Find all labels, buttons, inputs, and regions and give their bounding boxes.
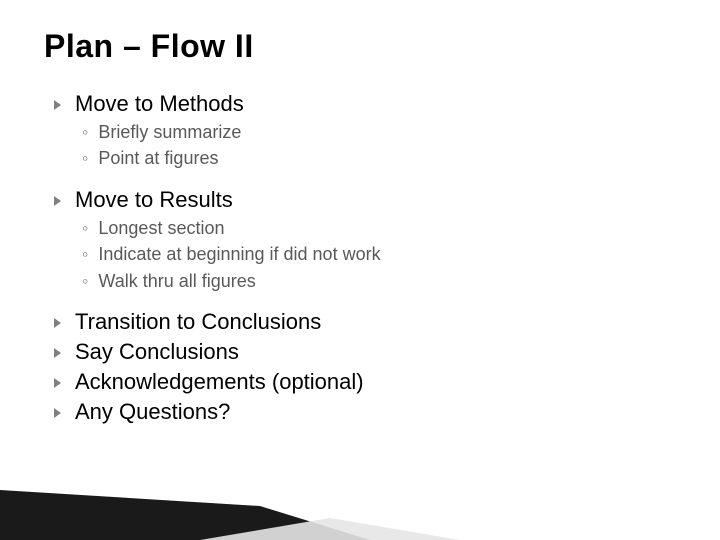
sub-item: ◦ Longest section	[82, 217, 676, 240]
list-item: Acknowledgements (optional)	[54, 369, 676, 395]
list-item: Move to Methods	[54, 91, 676, 117]
list-item: Any Questions?	[54, 399, 676, 425]
sub-list: ◦ Longest section ◦ Indicate at beginning i…	[82, 217, 676, 293]
slide-container: Plan – Flow II Move to Methods ◦ Briefly s…	[0, 0, 720, 425]
triangle-bullet-icon	[54, 100, 61, 110]
circle-bullet-icon: ◦	[82, 121, 88, 144]
sub-item: ◦ Walk thru all figures	[82, 270, 676, 293]
sub-list: ◦ Briefly summarize ◦ Point at figures	[82, 121, 676, 171]
list-item: Transition to Conclusions	[54, 309, 676, 335]
slide-title: Plan – Flow II	[44, 28, 676, 65]
list-item-text: Move to Methods	[75, 91, 244, 117]
sub-item-text: Briefly summarize	[98, 121, 241, 144]
triangle-bullet-icon	[54, 318, 61, 328]
triangle-bullet-icon	[54, 348, 61, 358]
sub-item-text: Indicate at beginning if did not work	[98, 243, 380, 266]
triangle-bullet-icon	[54, 378, 61, 388]
list-item-text: Any Questions?	[75, 399, 230, 425]
triangle-bullet-icon	[54, 408, 61, 418]
circle-bullet-icon: ◦	[82, 270, 88, 293]
sub-item: ◦ Point at figures	[82, 147, 676, 170]
list-item-text: Transition to Conclusions	[75, 309, 321, 335]
decor-shapes	[0, 460, 720, 540]
list-item: Move to Results	[54, 187, 676, 213]
sub-item-text: Walk thru all figures	[98, 270, 255, 293]
list-item-text: Acknowledgements (optional)	[75, 369, 364, 395]
sub-item: ◦ Indicate at beginning if did not work	[82, 243, 676, 266]
list-item-text: Move to Results	[75, 187, 233, 213]
triangle-bullet-icon	[54, 196, 61, 206]
sub-item-text: Longest section	[98, 217, 224, 240]
list-item-text: Say Conclusions	[75, 339, 239, 365]
sub-item-text: Point at figures	[98, 147, 218, 170]
content-list: Move to Methods ◦ Briefly summarize ◦ Point …	[44, 91, 676, 425]
sub-item: ◦ Briefly summarize	[82, 121, 676, 144]
circle-bullet-icon: ◦	[82, 147, 88, 170]
list-item: Say Conclusions	[54, 339, 676, 365]
circle-bullet-icon: ◦	[82, 217, 88, 240]
circle-bullet-icon: ◦	[82, 243, 88, 266]
